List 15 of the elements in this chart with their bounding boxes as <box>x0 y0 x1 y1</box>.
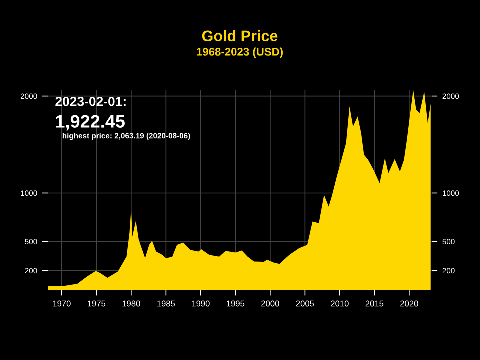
x-tick-label: 1970 <box>53 300 71 307</box>
x-tick-label: 1995 <box>227 300 245 307</box>
x-tick-label: 1975 <box>88 300 106 307</box>
x-tick-label: 1980 <box>122 300 140 307</box>
x-tick-label: 1990 <box>192 300 210 307</box>
x-tick-label: 1985 <box>158 300 176 307</box>
x-tick-label: 2010 <box>331 300 349 307</box>
chart-title: Gold Price <box>202 30 278 42</box>
x-tick-label: 2015 <box>366 300 384 307</box>
annotation: 2023-02-01: <box>56 96 126 106</box>
annotation: 1,922.45 <box>56 115 125 131</box>
x-tick-label: 2020 <box>400 300 418 307</box>
x-tick-label: 2000 <box>262 300 280 307</box>
chart-subtitle: 1968-2023 (USD) <box>197 48 283 58</box>
x-tick-label: 2005 <box>296 300 314 307</box>
